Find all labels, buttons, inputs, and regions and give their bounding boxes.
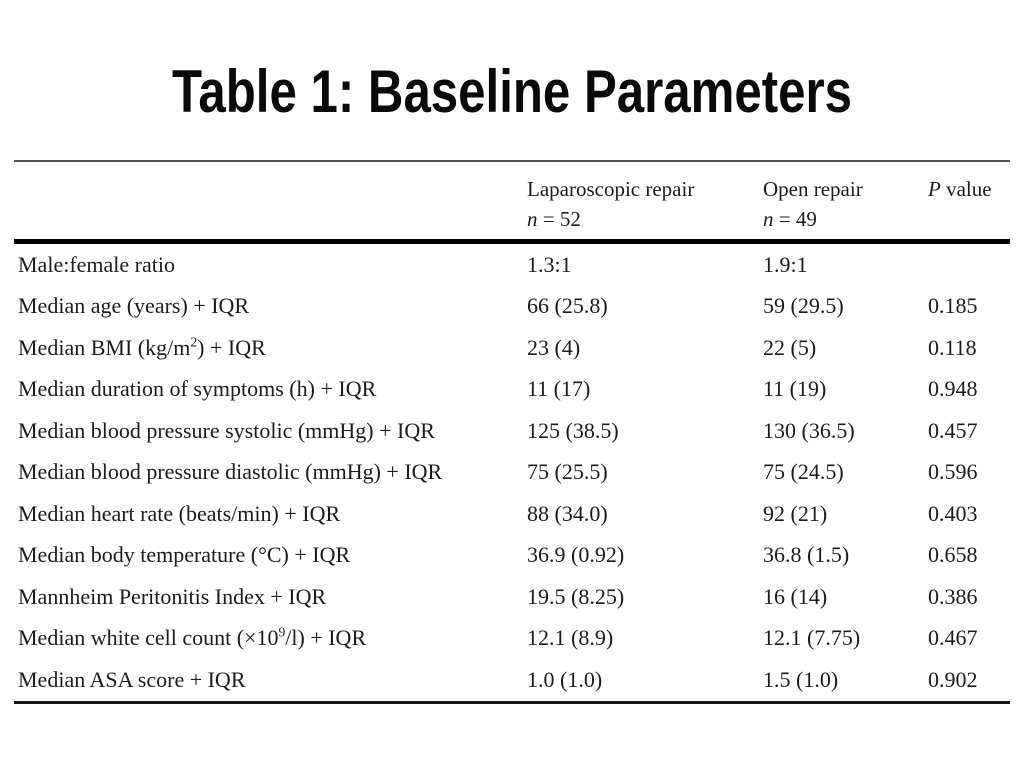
laparoscopic-value: 125 (38.5)	[527, 417, 619, 443]
p-value: 0.185	[928, 293, 978, 319]
parameter-label: Median duration of symptoms (h) + IQR	[18, 376, 377, 402]
table-row: Mannheim Peritonitis Index + IQR 19.5 (8…	[14, 576, 1010, 618]
header-open-repair: Open repair n = 49	[763, 162, 928, 239]
open-repair-value: 36.8 (1.5)	[763, 542, 850, 568]
header-laparoscopic-n: n = 52	[527, 207, 581, 231]
slide-title: Table 1: Baseline Parameters	[171, 58, 853, 125]
laparoscopic-value: 66 (25.8)	[527, 293, 608, 319]
parameter-label: Median age (years) + IQR	[18, 293, 250, 319]
parameter-label: Male:female ratio	[18, 251, 175, 277]
open-repair-value: 75 (24.5)	[763, 459, 844, 485]
table-row: Median heart rate (beats/min) + IQR 88 (…	[14, 493, 1010, 535]
parameter-label: Median white cell count (×109/l) + IQR	[18, 624, 367, 651]
header-laparoscopic-title: Laparoscopic repair	[527, 177, 695, 201]
table-header-row: Laparoscopic repair n = 52 Open repair n…	[14, 162, 1010, 239]
laparoscopic-value: 12.1 (8.9)	[527, 625, 614, 651]
parameter-label: Median BMI (kg/m2) + IQR	[18, 334, 266, 360]
laparoscopic-value: 36.9 (0.92)	[527, 542, 625, 568]
p-value: 0.386	[928, 583, 978, 609]
table-body: Male:female ratio 1.3:1 1.9:1 Median age…	[14, 244, 1010, 704]
header-open-title: Open repair	[763, 177, 863, 201]
table-row: Median duration of symptoms (h) + IQR 11…	[14, 369, 1010, 411]
parameter-label: Median blood pressure diastolic (mmHg) +…	[18, 459, 443, 485]
table-row: Male:female ratio 1.3:1 1.9:1	[14, 244, 1010, 286]
parameter-label: Median heart rate (beats/min) + IQR	[18, 500, 341, 526]
p-value: 0.467	[928, 625, 978, 651]
header-divider-rule	[14, 239, 1010, 244]
p-value: 0.902	[928, 666, 978, 692]
table-row: Median BMI (kg/m2) + IQR 23 (4) 22 (5) 0…	[14, 327, 1010, 369]
baseline-parameters-table: Laparoscopic repair n = 52 Open repair n…	[14, 160, 1010, 704]
table-row: Median body temperature (°C) + IQR 36.9 …	[14, 535, 1010, 577]
open-repair-value: 1.9:1	[763, 251, 808, 277]
open-repair-value: 130 (36.5)	[763, 417, 855, 443]
laparoscopic-value: 23 (4)	[527, 334, 581, 360]
open-repair-value: 92 (21)	[763, 500, 828, 526]
p-value: 0.118	[928, 334, 977, 360]
open-repair-value: 59 (29.5)	[763, 293, 844, 319]
laparoscopic-value: 75 (25.5)	[527, 459, 608, 485]
parameter-label: Mannheim Peritonitis Index + IQR	[18, 583, 327, 609]
laparoscopic-value: 1.0 (1.0)	[527, 666, 603, 692]
parameter-label: Median blood pressure systolic (mmHg) + …	[18, 417, 435, 443]
header-parameter-column	[14, 162, 527, 239]
p-value: 0.596	[928, 459, 978, 485]
laparoscopic-value: 11 (17)	[527, 376, 591, 402]
parameter-label: Median ASA score + IQR	[18, 666, 246, 692]
p-value: 0.403	[928, 500, 978, 526]
header-laparoscopic-repair: Laparoscopic repair n = 52	[527, 162, 763, 239]
open-repair-value: 22 (5)	[763, 334, 817, 360]
open-repair-value: 11 (19)	[763, 376, 827, 402]
laparoscopic-value: 88 (34.0)	[527, 500, 608, 526]
open-repair-value: 16 (14)	[763, 583, 828, 609]
header-open-n: n = 49	[763, 207, 817, 231]
table-row: Median age (years) + IQR 66 (25.8) 59 (2…	[14, 286, 1010, 328]
header-p-value: P value	[928, 177, 992, 201]
p-value: 0.948	[928, 376, 978, 402]
table-row: Median blood pressure systolic (mmHg) + …	[14, 410, 1010, 452]
open-repair-value: 1.5 (1.0)	[763, 666, 839, 692]
p-value: 0.457	[928, 417, 978, 443]
p-value: 0.658	[928, 542, 978, 568]
laparoscopic-value: 19.5 (8.25)	[527, 583, 625, 609]
laparoscopic-value: 1.3:1	[527, 251, 572, 277]
table-row: Median blood pressure diastolic (mmHg) +…	[14, 452, 1010, 494]
parameter-label: Median body temperature (°C) + IQR	[18, 542, 351, 568]
table-row: Median white cell count (×109/l) + IQR 1…	[14, 618, 1010, 660]
table-row: Median ASA score + IQR 1.0 (1.0) 1.5 (1.…	[14, 659, 1010, 701]
open-repair-value: 12.1 (7.75)	[763, 625, 861, 651]
